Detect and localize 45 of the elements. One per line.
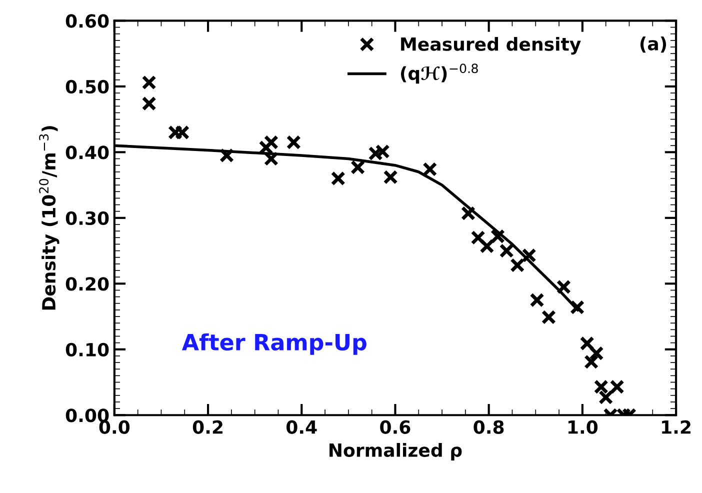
point [142, 96, 156, 111]
annotation: After Ramp-Up [182, 333, 366, 355]
point [584, 354, 599, 370]
point [589, 346, 604, 361]
y-tick-label: 0.60 [66, 14, 109, 28]
legend-label: (qℋ)$^{−0.8}$ [400, 64, 478, 84]
point [541, 310, 556, 324]
point [480, 238, 494, 254]
point [264, 135, 278, 150]
point [264, 151, 278, 166]
point [219, 148, 234, 163]
x-tick-label: 0.8 [474, 420, 504, 434]
point [383, 170, 398, 184]
y-tick-label: 0.20 [66, 277, 109, 291]
point [530, 292, 544, 308]
point [142, 75, 156, 90]
point [570, 300, 585, 315]
point [510, 258, 525, 273]
x-axis-title: Normalized ρ [330, 442, 462, 460]
point [522, 248, 536, 263]
point [556, 280, 571, 294]
point [286, 135, 301, 150]
point [422, 162, 438, 177]
y-tick-label: 0.30 [66, 211, 109, 226]
annotation: (a) [640, 36, 666, 53]
y-tick-label: 0.50 [66, 80, 109, 94]
point [470, 230, 486, 245]
point [598, 390, 614, 405]
x-tick-label: 1.2 [662, 420, 690, 434]
point [499, 243, 514, 258]
x-tick-label: 0.0 [99, 420, 130, 434]
y-axis-title: Density (10$^{20}$/m$^{−3}$) [39, 126, 60, 310]
point [490, 229, 506, 244]
x-tick-label: 0.4 [286, 420, 317, 434]
x-tick-label: 0.2 [192, 420, 222, 434]
y-tick-label: 0.10 [66, 342, 109, 356]
x-tick-label: 1.0 [568, 420, 598, 434]
x-tick-label: 0.6 [380, 420, 410, 434]
y-tick-label: 0.40 [66, 146, 109, 160]
point [350, 160, 366, 175]
legend-label: Measured density [401, 36, 581, 55]
point [580, 336, 594, 351]
point [460, 206, 476, 221]
point [330, 171, 346, 186]
y-tick-label: 0.00 [66, 408, 109, 422]
